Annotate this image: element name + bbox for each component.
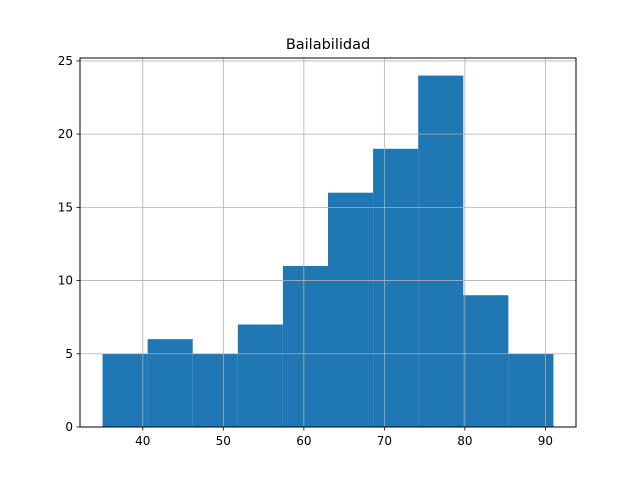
axes-frame: [79, 57, 577, 428]
histogram-bar-5: [328, 192, 374, 427]
x-tick-label: 70: [377, 434, 392, 448]
x-axis-ticks: 40 50 60 70 80 90: [135, 427, 553, 448]
chart-title: Bailabilidad: [286, 37, 370, 53]
histogram-bar-9: [508, 353, 554, 427]
histogram-bar-4: [282, 265, 328, 427]
y-axis-ticks: 0 5 10 15 20 25: [58, 54, 80, 434]
y-tick-label: 25: [58, 54, 73, 68]
histogram-bar-6: [373, 148, 419, 428]
histogram-bar-0: [102, 353, 148, 427]
x-tick-label: 50: [216, 434, 231, 448]
y-tick-label: 15: [58, 200, 73, 214]
bars-layer: [102, 75, 554, 428]
y-tick-label: 20: [58, 127, 73, 141]
x-tick-label: 40: [135, 434, 150, 448]
y-tick-label: 0: [65, 420, 73, 434]
histogram-bar-7: [418, 75, 464, 428]
x-tick-label: 60: [296, 434, 311, 448]
histogram-bar-3: [237, 324, 283, 427]
y-tick-label: 10: [58, 274, 73, 288]
x-tick-label: 90: [538, 434, 553, 448]
histogram-bar-2: [192, 353, 238, 427]
histogram-bar-1: [147, 339, 193, 427]
x-tick-label: 80: [457, 434, 472, 448]
y-tick-label: 5: [65, 347, 73, 361]
histogram-bar-8: [463, 295, 509, 427]
